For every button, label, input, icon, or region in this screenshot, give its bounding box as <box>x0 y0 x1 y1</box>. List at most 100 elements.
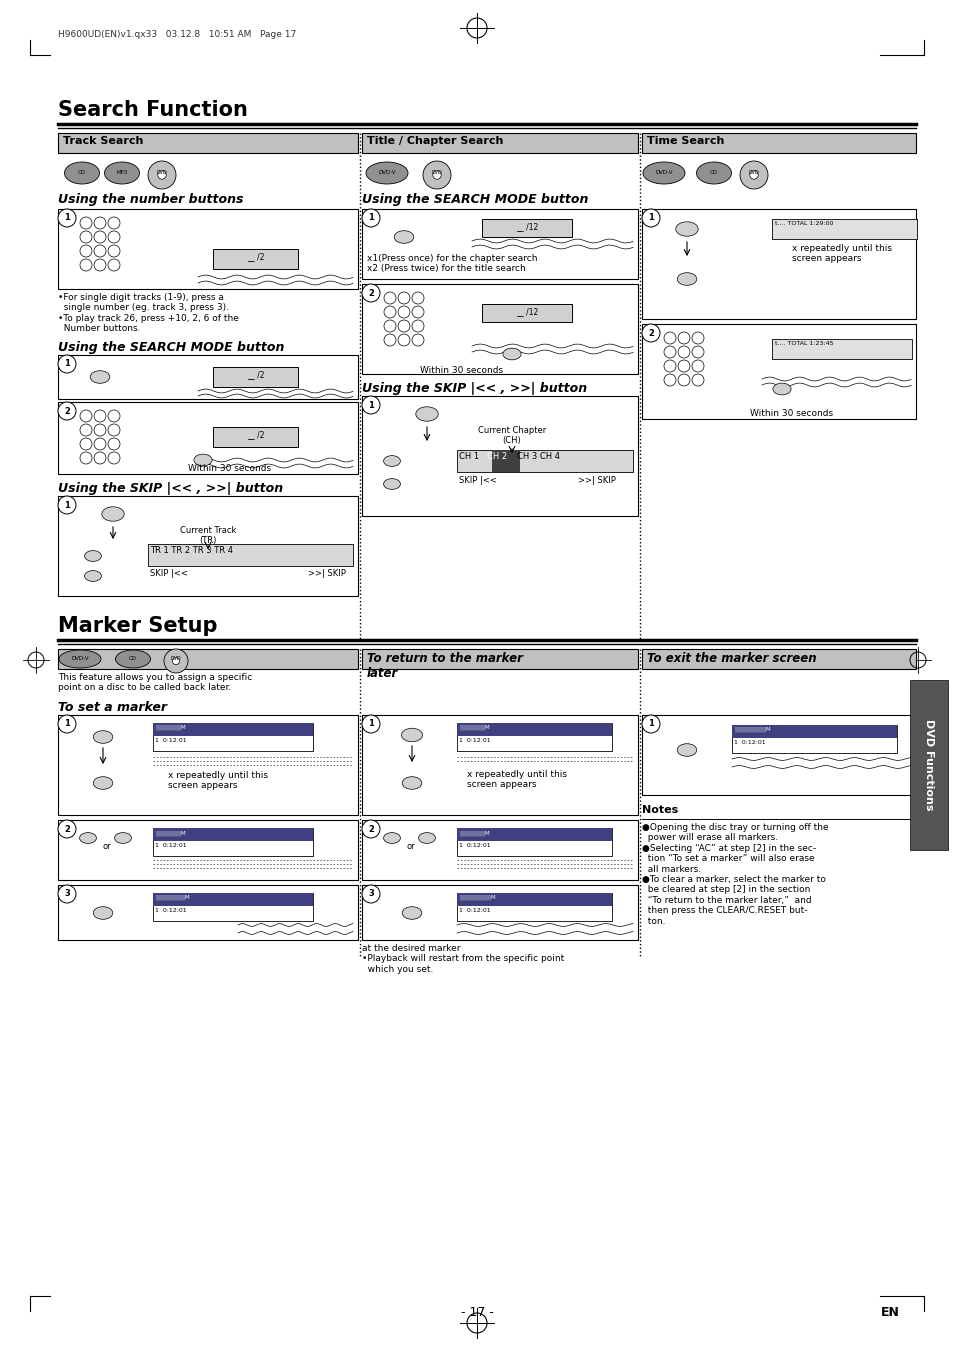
Bar <box>58 715 357 815</box>
Circle shape <box>58 355 76 373</box>
Circle shape <box>397 320 410 332</box>
Circle shape <box>80 438 91 450</box>
Text: x1(Press once) for the chapter search
x2 (Press twice) for the title search: x1(Press once) for the chapter search x2… <box>367 254 537 273</box>
Text: 1: 1 <box>64 720 70 728</box>
Ellipse shape <box>394 231 414 243</box>
Circle shape <box>397 305 410 317</box>
Circle shape <box>80 218 91 230</box>
Bar <box>456 828 612 857</box>
Ellipse shape <box>383 478 400 489</box>
Circle shape <box>641 209 659 227</box>
Text: DVD-V: DVD-V <box>655 170 672 176</box>
Circle shape <box>80 245 91 257</box>
Text: __ /12: __ /12 <box>516 222 537 231</box>
Circle shape <box>94 438 106 450</box>
Ellipse shape <box>401 728 422 742</box>
Circle shape <box>361 820 379 838</box>
Bar <box>58 209 357 289</box>
Text: DVD: DVD <box>156 170 167 176</box>
Text: 1  0:12:01: 1 0:12:01 <box>733 739 765 744</box>
Text: 1: 1 <box>368 213 374 223</box>
Bar <box>641 715 915 794</box>
Text: x repeatedly until this
screen appears: x repeatedly until this screen appears <box>791 245 891 263</box>
Text: Marker Setup: Marker Setup <box>58 616 217 636</box>
Text: Time Search: Time Search <box>646 136 723 146</box>
Text: __ /2: __ /2 <box>247 253 264 261</box>
Ellipse shape <box>59 650 101 667</box>
Circle shape <box>412 305 423 317</box>
Text: 1: 1 <box>64 359 70 369</box>
Bar <box>361 284 638 374</box>
Bar <box>361 715 638 815</box>
Circle shape <box>691 359 703 372</box>
Circle shape <box>108 231 120 243</box>
Bar <box>456 828 612 840</box>
Ellipse shape <box>677 273 696 285</box>
Text: ||||||||||||||||M: ||||||||||||||||M <box>458 894 496 901</box>
Circle shape <box>384 320 395 332</box>
Text: MP3: MP3 <box>116 170 128 176</box>
Circle shape <box>108 245 120 257</box>
Bar <box>361 209 638 280</box>
Circle shape <box>80 453 91 463</box>
Circle shape <box>412 320 423 332</box>
Text: 2: 2 <box>368 824 374 834</box>
Circle shape <box>108 218 120 230</box>
Text: Using the SEARCH MODE button: Using the SEARCH MODE button <box>58 340 284 354</box>
Bar <box>58 820 357 880</box>
Text: 1: 1 <box>64 213 70 223</box>
Bar <box>58 403 357 474</box>
Text: Within 30 seconds: Within 30 seconds <box>420 366 503 376</box>
Text: 1: 1 <box>64 500 70 509</box>
Circle shape <box>94 424 106 436</box>
Text: 1  0:12:01: 1 0:12:01 <box>458 908 490 912</box>
Text: 2: 2 <box>64 824 70 834</box>
Text: 1  0:12:01: 1 0:12:01 <box>458 843 490 847</box>
Circle shape <box>663 346 676 358</box>
Text: (TR): (TR) <box>199 536 216 544</box>
Text: H9600UD(EN)v1.qx33   03.12.8   10:51 AM   Page 17: H9600UD(EN)v1.qx33 03.12.8 10:51 AM Page… <box>58 30 296 39</box>
Text: >>| SKIP: >>| SKIP <box>308 569 346 578</box>
Bar <box>361 885 638 940</box>
Text: DVD: DVD <box>748 170 759 176</box>
Text: Search Function: Search Function <box>58 100 248 120</box>
Text: |||||||||||||M: |||||||||||||M <box>458 725 489 731</box>
Text: >>| SKIP: >>| SKIP <box>578 476 616 485</box>
Bar <box>152 723 313 751</box>
Ellipse shape <box>383 832 400 843</box>
Bar <box>456 450 633 471</box>
Text: (CH): (CH) <box>502 436 521 444</box>
Ellipse shape <box>772 384 790 394</box>
Ellipse shape <box>102 507 124 521</box>
Text: To return to the marker
later: To return to the marker later <box>367 653 522 680</box>
Text: Using the SKIP |<< , >>| button: Using the SKIP |<< , >>| button <box>58 482 283 494</box>
Bar <box>213 249 297 269</box>
Circle shape <box>384 305 395 317</box>
Bar <box>641 132 915 153</box>
Bar <box>58 885 357 940</box>
Text: ||||||||||||||||M: ||||||||||||||||M <box>733 727 770 732</box>
Bar <box>909 680 947 850</box>
Circle shape <box>691 332 703 345</box>
Text: CH 2: CH 2 <box>486 453 507 461</box>
Circle shape <box>108 259 120 272</box>
Bar <box>58 132 357 153</box>
Text: 3: 3 <box>368 889 374 898</box>
Ellipse shape <box>366 162 408 184</box>
Bar <box>361 396 638 516</box>
Text: 1: 1 <box>368 720 374 728</box>
Circle shape <box>691 346 703 358</box>
Circle shape <box>172 658 179 665</box>
Circle shape <box>663 332 676 345</box>
Circle shape <box>412 292 423 304</box>
Circle shape <box>164 648 188 673</box>
Bar <box>641 648 915 669</box>
Ellipse shape <box>91 370 110 384</box>
Bar <box>481 304 572 322</box>
Circle shape <box>663 359 676 372</box>
Circle shape <box>80 409 91 422</box>
Text: SKIP |<<: SKIP |<< <box>150 569 188 578</box>
Ellipse shape <box>105 162 139 184</box>
Text: CH 1: CH 1 <box>458 453 478 461</box>
Text: 1: 1 <box>647 720 653 728</box>
